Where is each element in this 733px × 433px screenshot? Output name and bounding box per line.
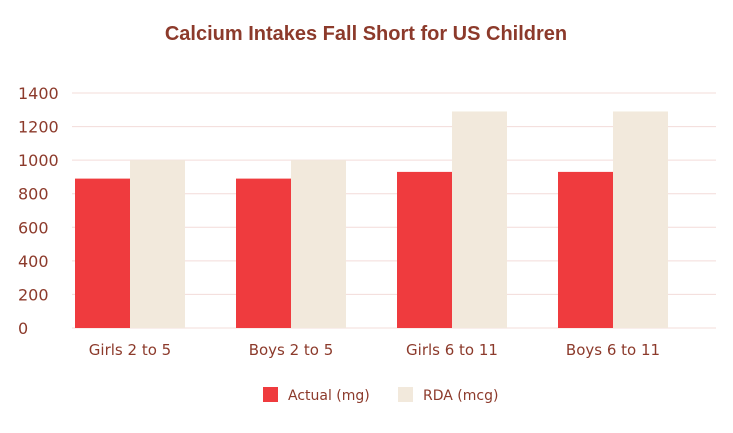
legend-label-rda: RDA (mcg)	[423, 388, 498, 404]
bars	[75, 111, 668, 328]
y-tick-label: 1000	[18, 151, 59, 170]
y-tick-label: 200	[18, 285, 49, 304]
y-tick-label: 600	[18, 218, 49, 237]
x-category-label: Boys 2 to 5	[249, 341, 334, 359]
y-tick-label: 1200	[18, 118, 59, 137]
y-tick-label: 0	[18, 319, 28, 338]
x-category-label: Girls 6 to 11	[406, 341, 498, 359]
y-axis-ticks: 0 200 400 600 800 1000 1200 1400	[18, 84, 59, 338]
bar-rda-0	[130, 160, 185, 328]
x-axis-categories: Girls 2 to 5 Boys 2 to 5 Girls 6 to 11 Boys…	[89, 341, 660, 359]
legend: Actual (mg) RDA (mcg)	[263, 387, 498, 404]
chart-title: Calcium Intakes Fall Short for US Childr…	[165, 23, 567, 45]
legend-label-actual: Actual (mg)	[288, 388, 370, 404]
x-category-label: Boys 6 to 11	[566, 341, 660, 359]
bar-actual-1	[236, 178, 291, 328]
legend-swatch-rda	[398, 387, 413, 402]
y-tick-label: 1400	[18, 84, 59, 103]
y-tick-label: 400	[18, 252, 49, 271]
bar-rda-2	[452, 111, 507, 328]
y-tick-label: 800	[18, 185, 49, 204]
bar-actual-2	[397, 171, 452, 328]
bar-actual-0	[75, 178, 130, 328]
x-category-label: Girls 2 to 5	[89, 341, 171, 359]
bar-rda-1	[291, 160, 346, 328]
legend-swatch-actual	[263, 387, 278, 402]
bar-actual-3	[558, 171, 613, 328]
bar-rda-3	[613, 111, 668, 328]
